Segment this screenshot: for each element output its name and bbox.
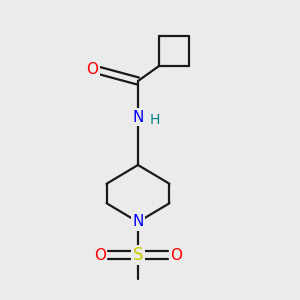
Text: N: N <box>132 214 144 230</box>
Text: H: H <box>149 113 160 127</box>
Text: O: O <box>170 248 182 262</box>
Text: O: O <box>86 61 98 76</box>
Text: O: O <box>94 248 106 262</box>
Text: S: S <box>133 246 143 264</box>
Text: N: N <box>132 110 144 124</box>
